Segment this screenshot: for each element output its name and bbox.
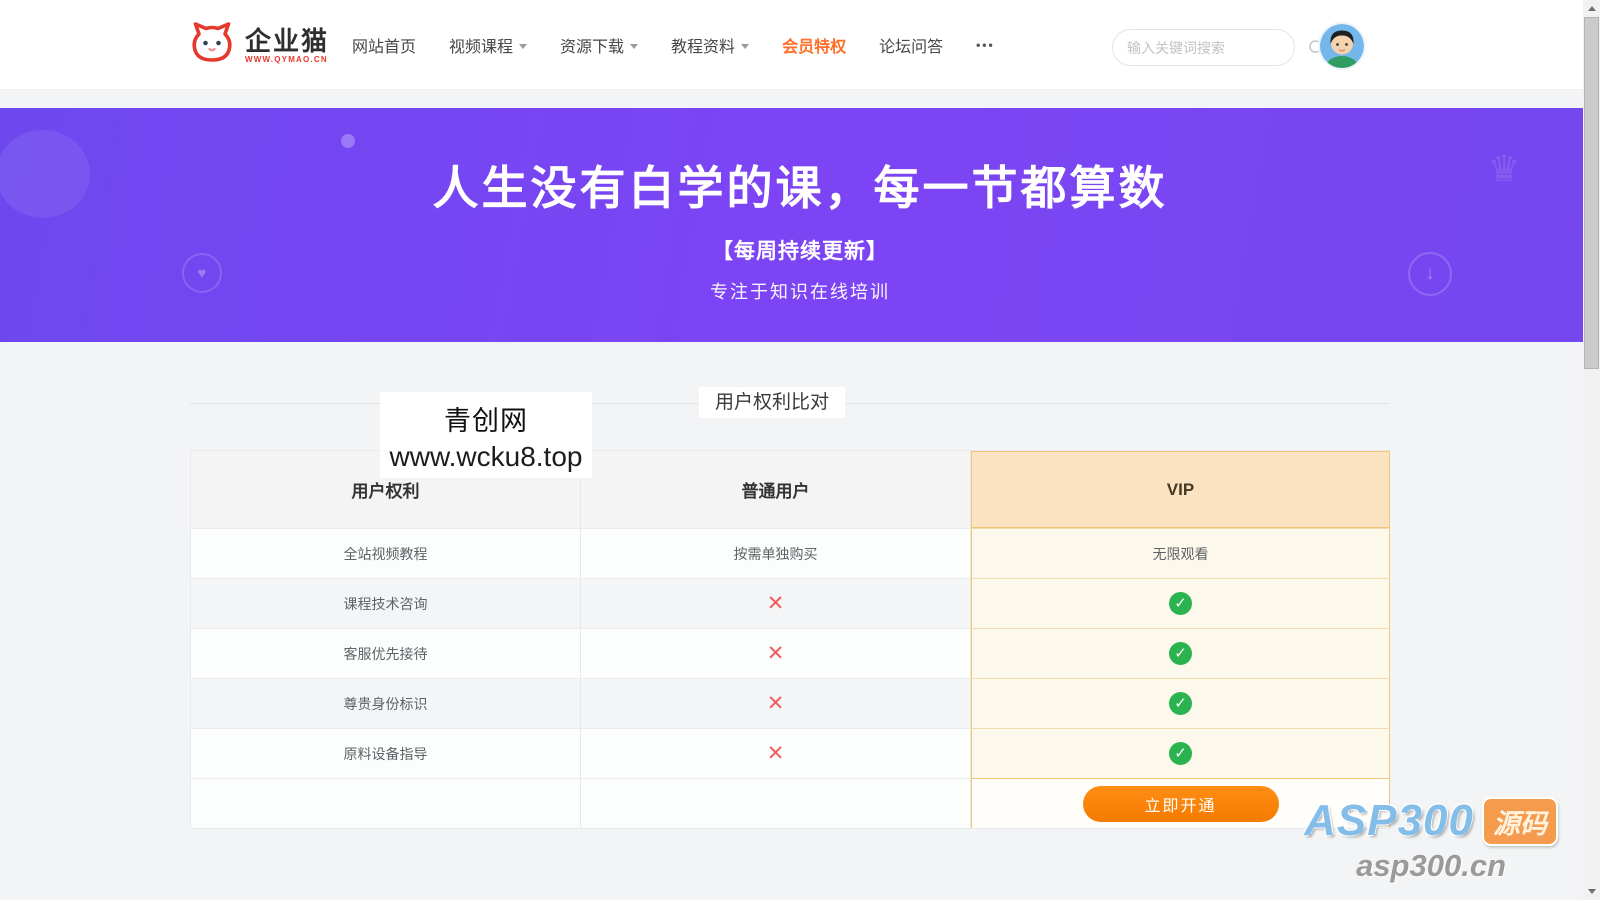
scrollbar-thumb[interactable] xyxy=(1584,17,1599,369)
vip-value: ✓ xyxy=(971,728,1390,778)
row-label: 课程技术咨询 xyxy=(191,578,581,628)
nav-item-video-courses[interactable]: 视频课程 xyxy=(449,33,528,57)
check-icon: ✓ xyxy=(1169,692,1192,715)
table-header-row: 用户权利 普通用户 VIP xyxy=(191,451,1390,528)
user-avatar[interactable] xyxy=(1320,24,1364,68)
nav-label: 网站首页 xyxy=(352,39,417,56)
row-label: 客服优先接待 xyxy=(191,628,581,678)
more-dots-icon: ••• xyxy=(976,38,995,52)
activate-vip-button[interactable]: 立即开通 xyxy=(1082,785,1279,822)
search-box xyxy=(1112,29,1325,66)
empty-cell xyxy=(191,778,581,828)
normal-user-value: 按需单独购买 xyxy=(581,528,971,578)
source-code-badge: 源码 xyxy=(1482,796,1558,846)
table-row: 全站视频教程 按需单独购买 无限观看 xyxy=(191,528,1390,578)
table-cta-row: 立即开通 xyxy=(191,778,1390,828)
nav-label: 会员特权 xyxy=(782,39,847,56)
cross-icon: ✕ xyxy=(766,692,785,715)
nav-item-tutorial-materials[interactable]: 教程资料 xyxy=(671,33,750,57)
scrollbar-down-arrow[interactable] xyxy=(1583,883,1600,900)
row-label: 原料设备指导 xyxy=(191,728,581,778)
nav-item-vip-privileges[interactable]: 会员特权 xyxy=(782,33,846,57)
hero-title: 人生没有白学的课，每一节都算数 xyxy=(432,162,1168,214)
table-row: 课程技术咨询 ✕ ✓ xyxy=(191,578,1390,628)
download-circle-icon: ↓ xyxy=(1408,252,1452,296)
vertical-scrollbar[interactable] xyxy=(1583,0,1600,900)
heart-icon: ♥ xyxy=(182,253,222,293)
watermark-site-name: 青创网 xyxy=(444,406,528,436)
scrollbar-up-arrow[interactable] xyxy=(1583,0,1600,17)
chevron-down-icon xyxy=(741,44,750,49)
nav-label: 视频课程 xyxy=(449,39,514,56)
hero-tagline: 专注于知识在线培训 xyxy=(710,282,890,302)
table-row: 尊贵身份标识 ✕ ✓ xyxy=(191,678,1390,728)
site-watermark-overlay: 青创网 www.wcku8.top xyxy=(380,392,592,478)
hero-subtitle: 【每周持续更新】 xyxy=(712,240,888,263)
watermark-site-url: www.wcku8.top xyxy=(389,441,583,472)
cross-icon: ✕ xyxy=(766,642,785,665)
table-row: 客服优先接待 ✕ ✓ xyxy=(191,628,1390,678)
rights-comparison-table: 用户权利 普通用户 VIP 全站视频教程 按需单独购买 无限观看 课程技术咨询 … xyxy=(190,450,1390,829)
search-input[interactable] xyxy=(1127,39,1308,56)
col-header-vip: VIP xyxy=(971,451,1390,528)
row-label: 尊贵身份标识 xyxy=(191,678,581,728)
logo-subtitle: WWW.QYMAO.CN xyxy=(245,55,328,64)
chevron-down-icon xyxy=(630,44,639,49)
nav-item-resource-downloads[interactable]: 资源下载 xyxy=(560,33,639,57)
asp300-domain-text: asp300.cn xyxy=(1356,848,1507,883)
nav-label: 论坛问答 xyxy=(879,39,944,56)
logo-text: 企业猫 WWW.QYMAO.CN xyxy=(245,27,329,64)
cat-logo-icon xyxy=(188,21,236,70)
row-label: 全站视频教程 xyxy=(191,528,581,578)
normal-user-value: ✕ xyxy=(581,728,971,778)
triangle-down-icon xyxy=(1587,889,1596,894)
normal-user-value: ✕ xyxy=(581,578,971,628)
top-navbar: 企业猫 WWW.QYMAO.CN 网站首页 视频课程 资源下载 教程资料 会员特… xyxy=(0,0,1600,90)
empty-cell xyxy=(581,778,971,828)
check-icon: ✓ xyxy=(1169,742,1192,765)
nav-label: 教程资料 xyxy=(671,39,736,56)
col-header-normal-user: 普通用户 xyxy=(581,451,971,528)
section-title: 用户权利比对 xyxy=(699,387,846,418)
nav-item-more[interactable]: ••• xyxy=(976,38,995,52)
cross-icon: ✕ xyxy=(766,742,785,765)
vip-value: ✓ xyxy=(971,628,1390,678)
logo-title: 企业猫 xyxy=(245,26,330,56)
decor-circle xyxy=(0,130,90,218)
asp300-logo-text: ASP300 xyxy=(1304,796,1474,845)
nav-item-forum-qa[interactable]: 论坛问答 xyxy=(879,33,943,57)
crown-icon: ♛ xyxy=(1488,148,1521,189)
vip-value: ✓ xyxy=(971,578,1390,628)
decor-dot xyxy=(341,134,355,148)
table-row: 原料设备指导 ✕ ✓ xyxy=(191,728,1390,778)
site-logo[interactable]: 企业猫 WWW.QYMAO.CN xyxy=(188,21,329,70)
main-nav: 网站首页 视频课程 资源下载 教程资料 会员特权 论坛问答 ••• xyxy=(352,0,995,90)
vip-cta-cell: 立即开通 xyxy=(971,778,1390,828)
vip-value: ✓ xyxy=(971,678,1390,728)
cross-icon: ✕ xyxy=(766,592,785,615)
triangle-up-icon xyxy=(1587,6,1596,11)
chevron-down-icon xyxy=(519,44,528,49)
check-icon: ✓ xyxy=(1169,642,1192,665)
vip-value: 无限观看 xyxy=(971,528,1390,578)
hero-banner: ♥ ↓ ♛ 人生没有白学的课，每一节都算数 【每周持续更新】 专注于知识在线培训 xyxy=(0,108,1600,342)
check-icon: ✓ xyxy=(1169,592,1192,615)
asp300-watermark: ASP300 源码 asp300.cn xyxy=(1304,796,1558,884)
nav-label: 资源下载 xyxy=(560,39,625,56)
nav-item-home[interactable]: 网站首页 xyxy=(352,33,416,57)
normal-user-value: ✕ xyxy=(581,678,971,728)
normal-user-value: ✕ xyxy=(581,628,971,678)
